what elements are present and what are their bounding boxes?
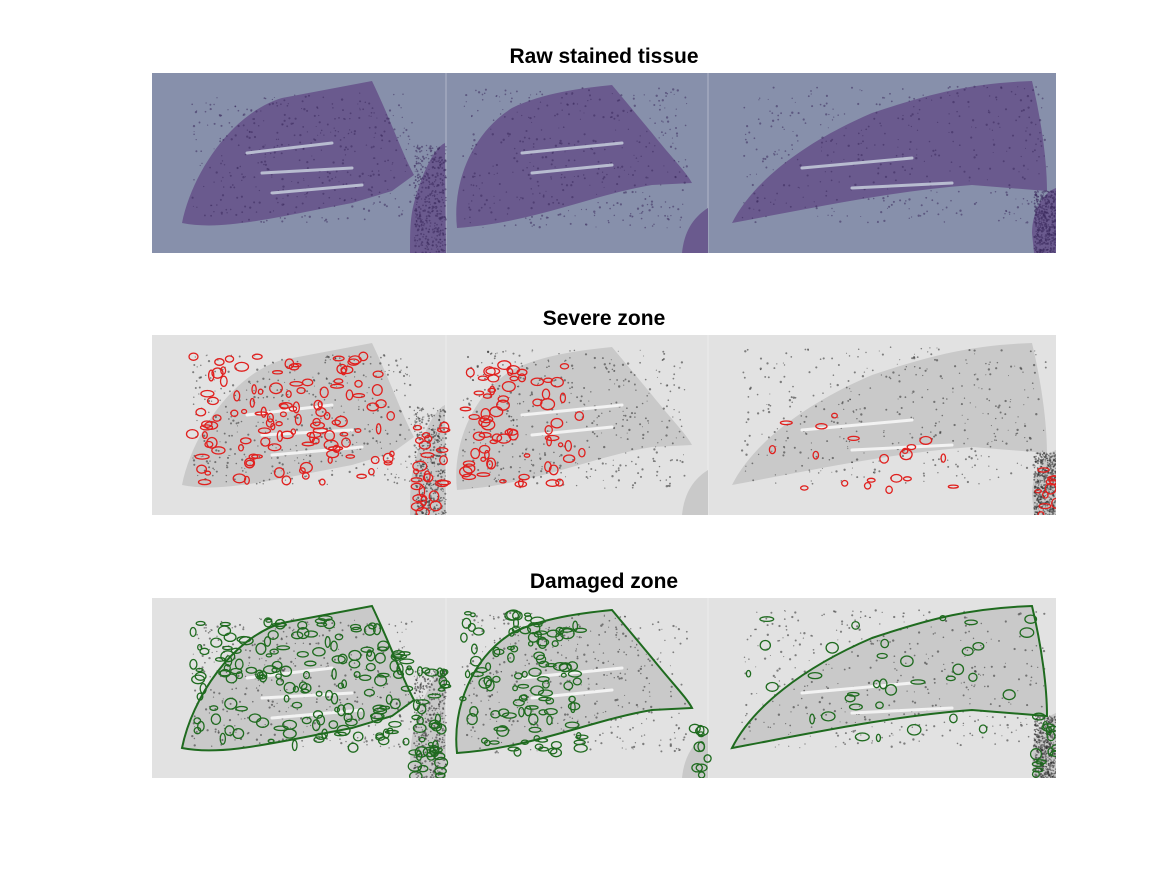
tissue-section-right bbox=[732, 606, 1047, 748]
damaged-zone-image bbox=[152, 598, 1056, 778]
airway-streak bbox=[850, 181, 954, 190]
tissue-fragment-2 bbox=[682, 208, 708, 253]
airway-streak bbox=[245, 141, 334, 155]
airway-streak bbox=[260, 166, 354, 175]
airway-streak bbox=[520, 403, 624, 417]
panel-title-damaged: Damaged zone bbox=[529, 570, 679, 593]
damaged-zone-svg bbox=[152, 598, 1056, 778]
airway-streak bbox=[270, 708, 364, 720]
panel-title-raw: Raw stained tissue bbox=[509, 45, 699, 68]
tissue-fragment-2 bbox=[682, 470, 708, 515]
airway-streak bbox=[270, 183, 364, 195]
airway-streak bbox=[520, 666, 624, 680]
severe-zone-svg bbox=[152, 335, 1056, 515]
tissue-fragment-2 bbox=[682, 733, 708, 778]
airway-streak bbox=[850, 443, 954, 452]
severe-zone-image bbox=[152, 335, 1056, 515]
airway-streak bbox=[260, 691, 354, 700]
tissue-section-center bbox=[456, 85, 692, 228]
damaged-contours bbox=[180, 604, 1056, 778]
airway-streak bbox=[530, 163, 614, 175]
airway-streak bbox=[245, 666, 334, 680]
airway-streak bbox=[850, 706, 954, 715]
severe-contours bbox=[185, 351, 1056, 515]
raw-tissue-image bbox=[152, 73, 1056, 253]
airway-streak bbox=[530, 425, 614, 437]
tissue-section-right bbox=[732, 81, 1047, 223]
airway-streak bbox=[520, 141, 624, 155]
raw-tissue-svg bbox=[152, 73, 1056, 253]
tissue-section-left bbox=[182, 81, 414, 226]
airway-streak bbox=[800, 156, 914, 170]
tissue-speckle bbox=[191, 85, 1056, 253]
panel-title-severe: Severe zone bbox=[542, 307, 666, 330]
tissue-section-left bbox=[182, 606, 414, 751]
tissue-section-center bbox=[456, 347, 692, 490]
airway-streak bbox=[270, 445, 364, 457]
